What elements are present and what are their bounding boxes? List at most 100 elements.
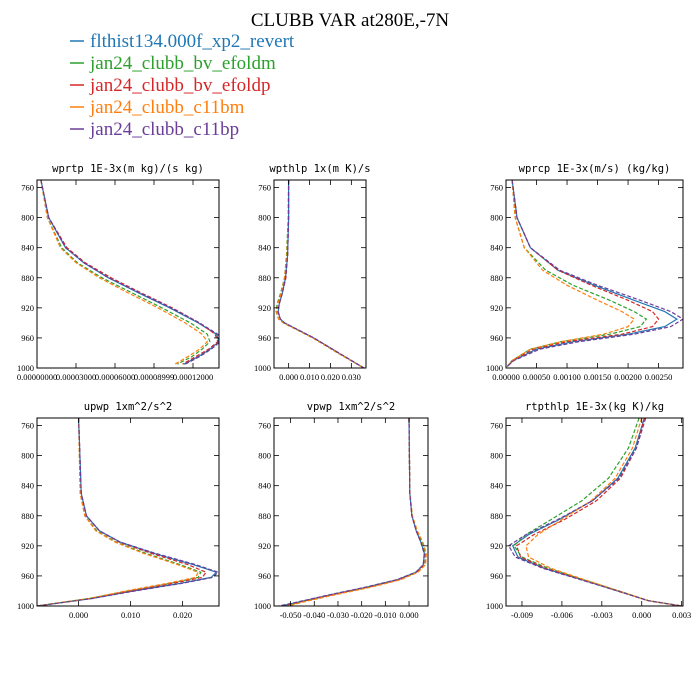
plot-frame: [505, 417, 684, 607]
y-tick-label: 880: [490, 511, 503, 521]
panel-title: wpthlp 1x(m K)/s: [269, 163, 370, 175]
legend-entry: jan24_clubb_c11bp: [89, 119, 239, 140]
x-tick-label: -0.050: [280, 610, 302, 620]
legend-entry: flthist134.000f_xp2_revert: [90, 31, 295, 52]
x-tick-label: 0.000: [279, 372, 298, 382]
legend: flthist134.000f_xp2_revertjan24_clubb_bv…: [70, 31, 295, 140]
series-line: [37, 418, 202, 606]
x-tick-label: -0.003: [591, 610, 613, 620]
y-tick-label: 880: [258, 273, 271, 283]
series-line: [288, 418, 427, 606]
x-tick-label: 0.000: [399, 610, 418, 620]
series-line: [37, 418, 218, 606]
series-line: [40, 180, 219, 365]
series-line: [507, 418, 682, 606]
series-line: [277, 180, 365, 368]
x-tick-label: 0.00000: [492, 372, 520, 382]
series-line: [275, 180, 365, 368]
y-tick-label: 760: [258, 421, 271, 431]
panels: wprtp 1E-3x(m kg)/(s kg) 760 800 840 880 920 9…: [17, 163, 691, 620]
panel-3: wprcp 1E-3x(m/s) (kg/kg) 760 800 840 880 920 9…: [486, 163, 684, 382]
y-tick-label: 920: [258, 303, 271, 313]
series-line: [37, 418, 219, 606]
series-line: [40, 180, 209, 365]
y-tick-label: 800: [21, 451, 34, 461]
y-tick-label: 960: [258, 571, 271, 581]
y-tick-label: 880: [21, 273, 34, 283]
series-line: [506, 180, 683, 367]
x-tick-label: 0.00006000: [95, 372, 135, 382]
plot-frame: [36, 417, 220, 607]
legend-entry: jan24_clubb_bv_efoldp: [89, 75, 270, 96]
series-line: [506, 180, 679, 367]
panel-1: wprtp 1E-3x(m kg)/(s kg) 760 800 840 880 920 9…: [17, 163, 220, 382]
x-tick-label: 0.003: [672, 610, 691, 620]
series-line: [275, 180, 365, 368]
x-tick-label: 0.000: [69, 610, 88, 620]
series-line: [525, 418, 682, 606]
y-tick-label: 800: [490, 451, 503, 461]
plot-frame: [505, 179, 684, 369]
y-tick-label: 920: [490, 303, 503, 313]
series-group: [37, 418, 219, 606]
panel-5: vpwp 1xm^2/s^2 760 800 840 880 920 960 1000 -0.0…: [254, 401, 429, 620]
x-tick-label: 0.00200: [614, 372, 642, 382]
series-group: [40, 180, 219, 365]
x-tick-label: 0.020: [173, 610, 192, 620]
y-tick-label: 760: [21, 421, 34, 431]
x-tick-label: 0.00150: [584, 372, 612, 382]
series-line: [506, 180, 636, 367]
x-tick-label: 0.00100: [553, 372, 581, 382]
legend-entry: jan24_clubb_bv_efoldm: [89, 53, 276, 74]
y-tick-label: 840: [258, 481, 271, 491]
series-line: [506, 180, 660, 367]
y-tick-label: 1000: [254, 601, 271, 611]
y-tick-label: 960: [258, 333, 271, 343]
series-line: [515, 418, 682, 606]
series-line: [40, 180, 211, 365]
y-tick-label: 1000: [254, 363, 271, 373]
y-tick-label: 920: [490, 541, 503, 551]
x-tick-label: 0.030: [342, 372, 361, 382]
figure-title: CLUBB VAR at280E,-7N: [251, 10, 450, 31]
y-tick-label: 760: [490, 421, 503, 431]
y-tick-label: 1000: [486, 363, 503, 373]
series-line: [513, 418, 682, 606]
y-tick-label: 840: [490, 243, 503, 253]
y-tick-label: 840: [258, 243, 271, 253]
panel-title: vpwp 1xm^2/s^2: [307, 401, 396, 413]
x-tick-label: 0.020: [321, 372, 340, 382]
x-tick-label: 0.00250: [645, 372, 673, 382]
y-tick-label: 880: [258, 511, 271, 521]
panel-4: upwp 1xm^2/s^2 760 800 840 880 920 960 1000 0.00…: [17, 401, 220, 620]
y-tick-label: 960: [21, 333, 34, 343]
plot-frame: [36, 179, 220, 369]
plot-frame: [273, 417, 429, 607]
plot-frame: [273, 179, 367, 369]
series-line: [277, 180, 365, 368]
y-tick-label: 920: [258, 541, 271, 551]
x-tick-label: -0.010: [374, 610, 396, 620]
legend-entry: jan24_clubb_c11bm: [89, 97, 245, 118]
y-tick-label: 1000: [17, 363, 34, 373]
y-tick-label: 920: [21, 541, 34, 551]
x-tick-label: 0.010: [300, 372, 319, 382]
series-group: [275, 180, 365, 368]
series-line: [37, 418, 207, 606]
y-tick-label: 840: [490, 481, 503, 491]
series-line: [511, 418, 682, 606]
series-line: [40, 180, 219, 365]
y-tick-label: 960: [21, 571, 34, 581]
series-line: [37, 418, 200, 606]
panel-title: rtpthlp 1E-3x(kg K)/kg: [525, 401, 664, 413]
y-tick-label: 800: [21, 213, 34, 223]
y-tick-label: 760: [258, 183, 271, 193]
panel-title: wprtp 1E-3x(m kg)/(s kg): [52, 163, 204, 175]
x-tick-label: -0.040: [303, 610, 325, 620]
series-group: [507, 418, 682, 606]
panel-title: wprcp 1E-3x(m/s) (kg/kg): [519, 163, 671, 175]
x-tick-label: 0.00012000: [173, 372, 213, 382]
y-tick-label: 960: [490, 333, 503, 343]
x-tick-label: 0.00008999: [134, 372, 174, 382]
